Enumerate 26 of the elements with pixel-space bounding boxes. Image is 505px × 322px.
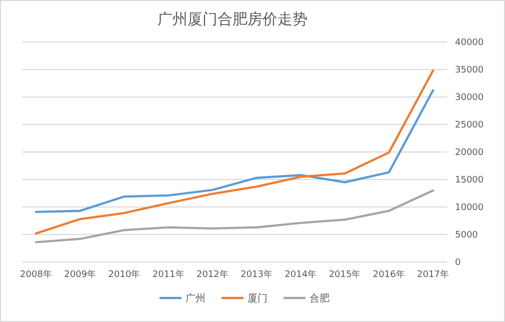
y-tick-label: 15000 [455,176,484,186]
y-tick-label: 0 [455,258,461,268]
x-tick-label: 2009年 [64,269,96,280]
y-tick-label: 5000 [455,230,478,241]
x-tick-label: 2015年 [328,269,361,280]
y-tick-label: 25000 [455,120,484,131]
x-tick-label: 2012年 [196,269,228,280]
y-tick-label: 20000 [455,148,484,158]
x-tick-label: 2011年 [152,269,184,280]
x-tick-label: 2008年 [20,269,52,280]
x-tick-label: 2016年 [372,269,405,280]
x-tick-label: 2014年 [284,269,317,280]
y-tick-label: 40000 [455,38,484,48]
y-tick-label: 35000 [455,66,484,76]
y-tick-label: 10000 [455,203,484,214]
chart-title: 广州厦门合肥房价走势 [158,10,308,28]
line-series [34,70,434,234]
y-tick-label: 30000 [455,93,484,104]
x-tick-label: 2013年 [240,269,273,280]
x-tick-label: 2017年 [417,269,449,280]
legend-label: 厦门 [248,292,268,304]
legend-label: 广州 [186,292,206,304]
x-tick-label: 2010年 [108,269,140,280]
legend-label: 合肥 [310,292,330,304]
line-series [34,89,434,214]
line-series [34,189,434,244]
